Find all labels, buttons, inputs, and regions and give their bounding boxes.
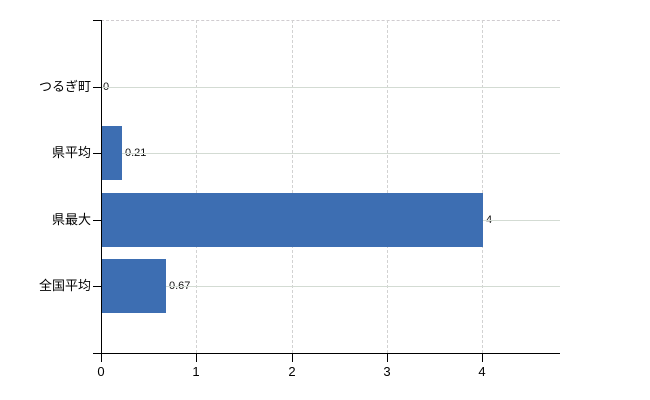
y-axis — [101, 20, 102, 354]
v-gridline — [482, 20, 483, 353]
x-tick-label: 1 — [192, 364, 200, 379]
category-label: 県平均 — [51, 145, 91, 160]
plot-top-border — [101, 20, 560, 21]
v-gridline — [387, 20, 388, 353]
x-axis-tick — [292, 354, 293, 362]
y-axis-tick — [93, 87, 101, 88]
v-gridline — [196, 20, 197, 353]
category-label: 県最大 — [51, 212, 91, 227]
h-gridline — [101, 87, 560, 88]
x-axis-tick — [196, 354, 197, 362]
h-gridline — [101, 153, 560, 154]
h-gridline — [101, 286, 560, 287]
category-label: つるぎ町 — [38, 79, 91, 94]
v-gridline — [292, 20, 293, 353]
category-label: 全国平均 — [38, 278, 91, 293]
x-axis-tick — [101, 354, 102, 362]
x-axis — [93, 353, 560, 354]
x-tick-label: 4 — [478, 364, 486, 379]
x-axis-tick — [482, 354, 483, 362]
bar — [102, 259, 166, 313]
y-axis-tick — [93, 220, 101, 221]
x-tick-label: 3 — [383, 364, 391, 379]
y-axis-tick — [93, 286, 101, 287]
bar — [102, 126, 122, 180]
x-tick-label: 0 — [97, 364, 105, 379]
x-axis-tick — [387, 354, 388, 362]
x-tick-label: 2 — [288, 364, 296, 379]
y-axis-tick — [93, 153, 101, 154]
y-axis-tick — [93, 20, 101, 21]
bar — [102, 193, 483, 247]
